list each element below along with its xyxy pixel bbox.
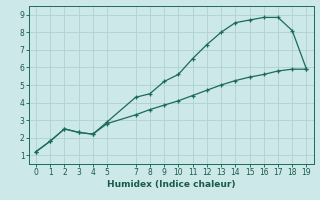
X-axis label: Humidex (Indice chaleur): Humidex (Indice chaleur) bbox=[107, 180, 236, 189]
